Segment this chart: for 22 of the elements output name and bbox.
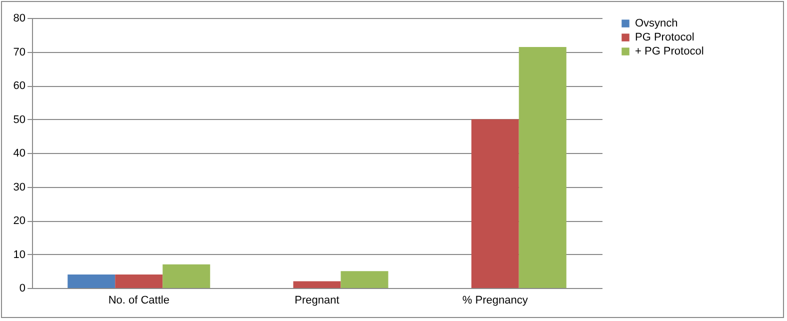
bar <box>340 271 388 288</box>
y-tick-label: 50 <box>13 114 26 126</box>
bar <box>518 47 566 288</box>
bar <box>162 264 210 288</box>
x-tick-label: No. of Cattle <box>108 294 170 306</box>
y-tick-label: 20 <box>13 215 26 227</box>
bar <box>115 274 163 288</box>
x-tick-label: % Pregnancy <box>462 294 528 306</box>
bar <box>471 119 519 288</box>
y-tick-label: 0 <box>19 282 26 294</box>
bar <box>68 274 116 288</box>
bar <box>293 281 341 288</box>
y-tick-label: 30 <box>13 181 26 194</box>
x-tick-label: Pregnant <box>294 294 340 306</box>
legend-label: PG Protocol <box>635 32 694 44</box>
y-tick-label: 60 <box>13 80 26 92</box>
y-tick-label: 40 <box>13 148 26 160</box>
legend-label: Ovsynch <box>635 18 678 30</box>
y-tick-label: 10 <box>13 248 26 261</box>
y-tick-label: 70 <box>13 46 26 58</box>
legend-label: + PG Protocol <box>635 46 704 58</box>
y-tick-label: 80 <box>13 12 26 24</box>
